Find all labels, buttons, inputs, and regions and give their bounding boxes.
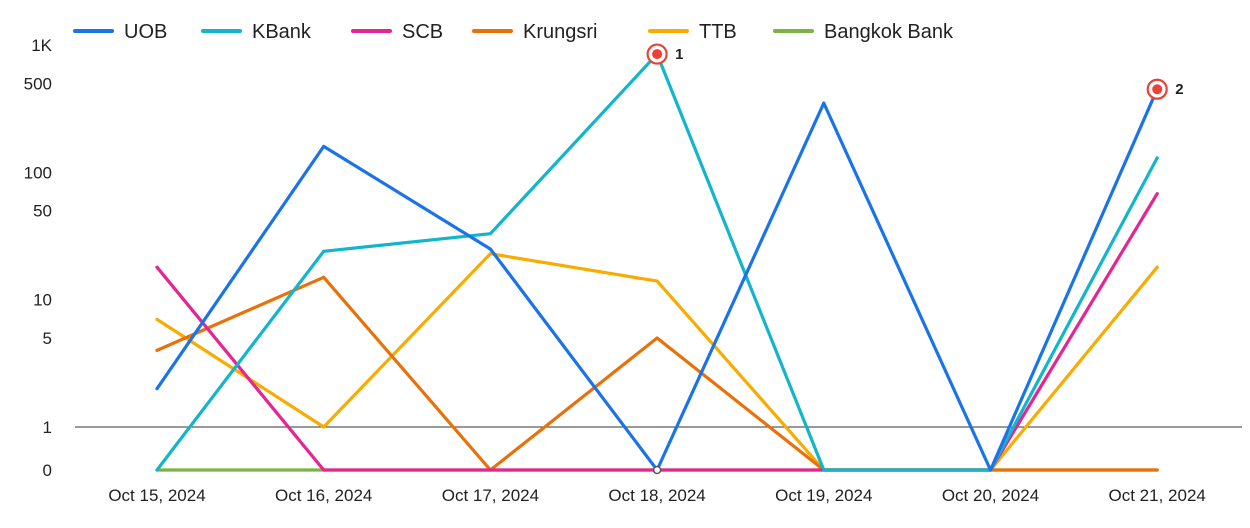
data-point-ttb[interactable] bbox=[322, 425, 326, 429]
y-tick-label: 500 bbox=[24, 74, 52, 93]
y-tick-label: 0 bbox=[43, 461, 52, 480]
x-tick-label: Oct 18, 2024 bbox=[608, 486, 705, 505]
x-tick-label: Oct 20, 2024 bbox=[942, 486, 1039, 505]
x-tick-label: Oct 15, 2024 bbox=[108, 486, 205, 505]
zero-point-marker bbox=[652, 465, 662, 475]
data-point-kbank[interactable] bbox=[488, 232, 492, 236]
data-point-uob[interactable] bbox=[322, 144, 326, 148]
legend-label-ttb[interactable]: TTB bbox=[699, 21, 737, 43]
x-tick-label: Oct 17, 2024 bbox=[442, 486, 539, 505]
data-point-scb[interactable] bbox=[488, 468, 492, 472]
y-tick-label: 1 bbox=[43, 418, 52, 437]
data-point-ttb[interactable] bbox=[655, 279, 659, 283]
data-point-scb[interactable] bbox=[322, 468, 326, 472]
y-tick-label: 50 bbox=[33, 202, 52, 221]
data-point-uob[interactable] bbox=[989, 468, 992, 472]
data-point-krungsri[interactable] bbox=[322, 275, 326, 279]
y-tick-label: 100 bbox=[24, 163, 52, 182]
data-point-kbank[interactable] bbox=[1155, 156, 1159, 160]
annotations: 12 bbox=[646, 43, 1184, 100]
data-point-kbank[interactable] bbox=[322, 249, 326, 253]
data-point-krungsri[interactable] bbox=[655, 336, 659, 340]
data-point-krungsri[interactable] bbox=[1155, 468, 1159, 472]
data-point-ttb[interactable] bbox=[1155, 265, 1159, 269]
legend-label-kbank[interactable]: KBank bbox=[252, 21, 312, 43]
x-tick-label: Oct 16, 2024 bbox=[275, 486, 372, 505]
data-point-kbank[interactable] bbox=[822, 468, 826, 472]
x-tick-label: Oct 21, 2024 bbox=[1109, 486, 1206, 505]
data-point-ttb[interactable] bbox=[488, 252, 492, 256]
y-tick-label: 1K bbox=[31, 36, 52, 55]
y-tick-label: 5 bbox=[43, 329, 52, 348]
data-point-krungsri[interactable] bbox=[155, 348, 159, 352]
data-point-kbank[interactable] bbox=[155, 468, 159, 472]
legend-label-uob[interactable]: UOB bbox=[124, 21, 167, 43]
data-point-uob[interactable] bbox=[155, 387, 159, 391]
x-tick-label: Oct 19, 2024 bbox=[775, 486, 872, 505]
data-point-ttb[interactable] bbox=[155, 317, 159, 321]
legend-label-krungsri[interactable]: Krungsri bbox=[523, 21, 597, 43]
y-axis: 0 1 5 10 50 100 500 1K bbox=[24, 36, 1242, 480]
annotation-marker-dot[interactable] bbox=[1152, 84, 1163, 95]
annotation-label: 1 bbox=[675, 46, 683, 63]
data-point-scb[interactable] bbox=[1155, 192, 1159, 196]
legend-label-scb[interactable]: SCB bbox=[402, 21, 443, 43]
data-point-scb[interactable] bbox=[155, 265, 159, 269]
annotation-marker-dot[interactable] bbox=[652, 49, 663, 60]
y-tick-label: 10 bbox=[33, 291, 52, 310]
legend-label-bangkok-bank[interactable]: Bangkok Bank bbox=[824, 21, 954, 43]
data-point-uob[interactable] bbox=[488, 247, 492, 251]
annotation-label: 2 bbox=[1175, 81, 1183, 98]
legend: UOB KBank SCB Krungsri TTB Bangkok Bank bbox=[73, 21, 954, 43]
data-point-uob[interactable] bbox=[822, 101, 826, 105]
x-axis: Oct 15, 2024 Oct 16, 2024 Oct 17, 2024 Oct … bbox=[108, 486, 1206, 505]
series-line-kbank[interactable] bbox=[155, 52, 1159, 472]
series-lines bbox=[155, 52, 1159, 475]
